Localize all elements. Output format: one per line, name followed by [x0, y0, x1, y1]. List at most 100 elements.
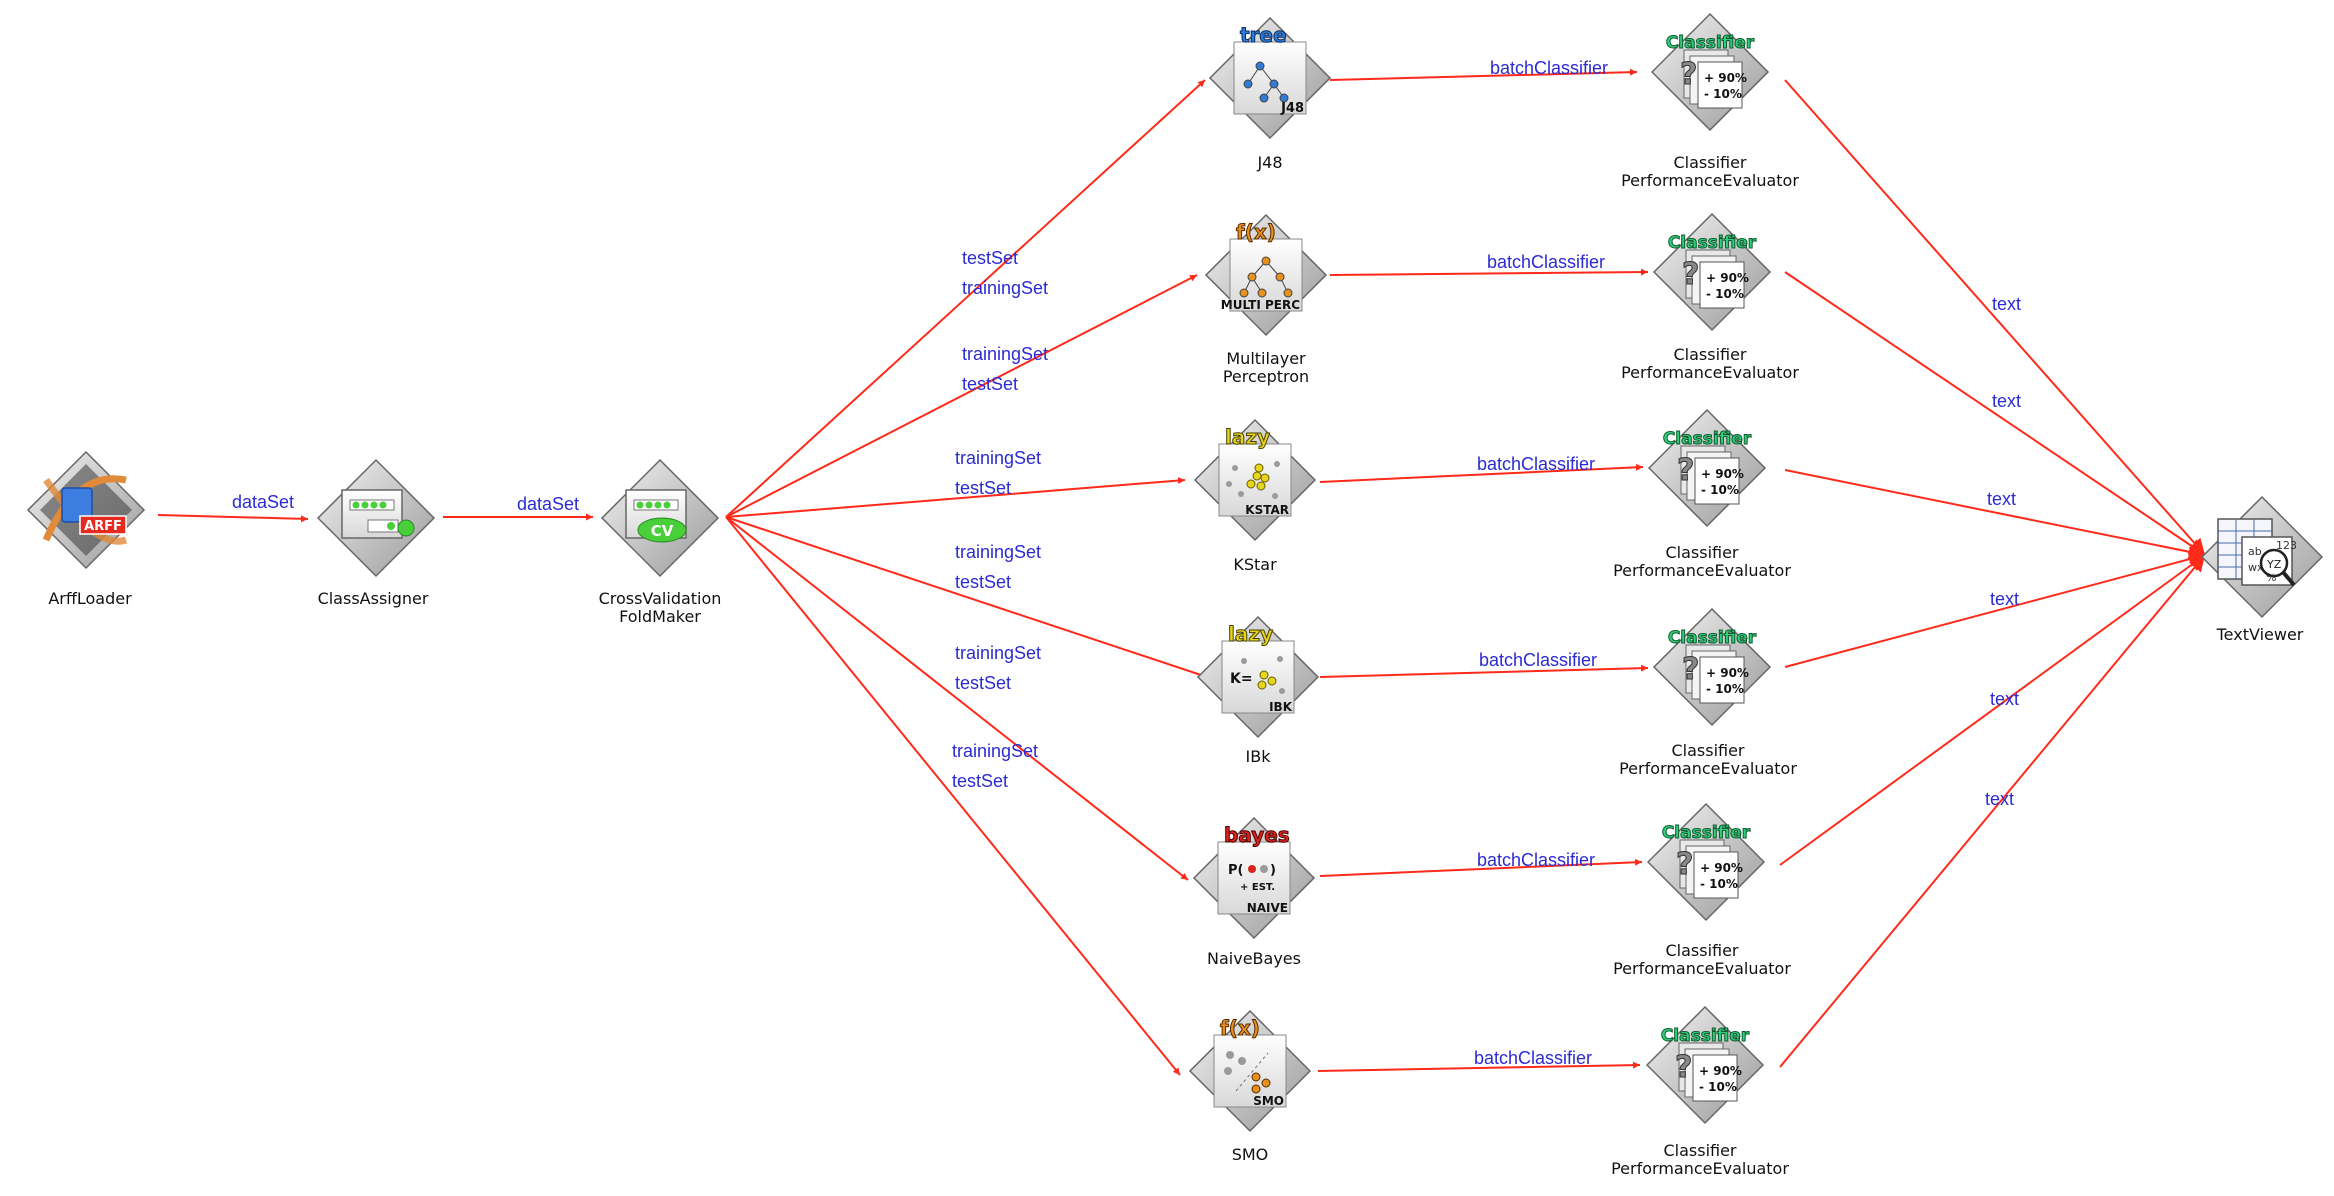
evaluator-node-2[interactable]: ? + 90% - 10% Classifier	[1652, 212, 1772, 332]
label-cv-naivebayes-second: testSet	[955, 673, 1011, 693]
cv-foldmaker-node[interactable]: CV	[600, 458, 720, 578]
mlp-badge: MULTI PERC	[1221, 298, 1300, 312]
naivebayes-label: NaiveBayes	[1104, 950, 1404, 968]
edge-text-3[interactable]	[1784, 469, 2206, 560]
evaluator-label-line2: PerformanceEvaluator	[1611, 1159, 1789, 1178]
evaluator-minus-text: - 10%	[1706, 287, 1744, 301]
evaluator-node-3[interactable]: ? + 90% - 10% Classifier	[1647, 408, 1767, 528]
classifier-node-smo[interactable]: f(x) SMO	[1188, 1009, 1312, 1133]
classifier-node-j48[interactable]: tree J48	[1208, 16, 1332, 140]
ibk-label: IBk	[1108, 748, 1408, 766]
label-text-3: text	[1987, 489, 2016, 509]
classifier-node-ibk[interactable]: K= lazy IBK	[1196, 615, 1320, 739]
label-cv-j48-first: testSet	[962, 248, 1018, 268]
label-batch-naivebayes: batchClassifier	[1477, 850, 1595, 870]
label-batch-kstar: batchClassifier	[1477, 454, 1595, 474]
evaluator-plus-text: + 90%	[1706, 666, 1749, 680]
j48-label: J48	[1120, 154, 1420, 172]
evaluator-plus-text: + 90%	[1706, 271, 1749, 285]
tag-lazy-label: lazy	[1225, 425, 1270, 449]
evaluator-label-line1: Classifier	[1671, 741, 1745, 760]
evaluator-label-line1: Classifier	[1663, 1141, 1737, 1160]
class-assigner-node[interactable]	[316, 458, 436, 578]
edge-batch-ibk[interactable]	[1319, 664, 1649, 678]
label-text-1: text	[1992, 294, 2021, 314]
evaluator-label-line1: Classifier	[1665, 941, 1739, 960]
svg-text:): )	[1270, 863, 1276, 878]
edge-cv-mlp[interactable]	[725, 274, 1198, 518]
evaluator-node-5[interactable]: ? + 90% - 10% Classifier	[1646, 802, 1766, 922]
label-batch-smo: batchClassifier	[1474, 1048, 1592, 1068]
edge-cv-j48[interactable]	[725, 79, 1206, 518]
edge-batch-j48[interactable]	[1329, 68, 1638, 81]
edge-text-4[interactable]	[1784, 551, 2206, 668]
edge-cv-ibk[interactable]	[725, 516, 1211, 680]
evaluator-plus-text: + 90%	[1704, 71, 1747, 85]
cv-foldmaker-label-line1: CrossValidation	[598, 589, 722, 608]
evaluator-label-5: Classifier PerformanceEvaluator	[1552, 942, 1852, 978]
label-cv-ibk-second: testSet	[955, 572, 1011, 592]
evaluator-node-1[interactable]: ? + 90% - 10% Classifier	[1650, 12, 1770, 132]
kstar-label: KStar	[1105, 556, 1405, 574]
svg-text:P(: P(	[1228, 863, 1243, 878]
classifier-node-naivebayes[interactable]: P( ) + EST. bayes NAIVE	[1192, 816, 1316, 940]
edge-cv-smo[interactable]	[725, 516, 1181, 1076]
j48-label-line1: J48	[1257, 153, 1283, 172]
arff-loader-node[interactable]: ARFF	[26, 450, 146, 570]
evaluator-minus-text: - 10%	[1704, 87, 1742, 101]
label-text-5: text	[1990, 689, 2019, 709]
mlp-label: Multilayer Perceptron	[1116, 350, 1416, 386]
label-cv-kstar-second: testSet	[955, 478, 1011, 498]
edge-dataset-1[interactable]	[157, 514, 309, 523]
mlp-label-line2: Perceptron	[1222, 367, 1310, 386]
edge-batch-mlp[interactable]	[1329, 268, 1649, 276]
cv-foldmaker-label-line2: FoldMaker	[619, 607, 701, 626]
tag-tree-label: tree	[1240, 23, 1287, 47]
smo-badge: SMO	[1253, 1094, 1284, 1108]
evaluator-minus-text: - 10%	[1700, 877, 1738, 891]
classifier-node-mlp[interactable]: f(x) MULTI PERC	[1204, 213, 1328, 337]
edge-cv-naivebayes[interactable]	[725, 516, 1189, 881]
label-batch-j48: batchClassifier	[1490, 58, 1608, 78]
tag-classifier-label: Classifier	[1663, 429, 1752, 449]
label-cv-smo-second: testSet	[952, 771, 1008, 791]
evaluator-label-3: Classifier PerformanceEvaluator	[1552, 544, 1852, 580]
evaluator-label-1: Classifier PerformanceEvaluator	[1560, 154, 1860, 190]
j48-badge: J48	[1280, 101, 1304, 116]
text-viewer-label: TextViewer	[2110, 626, 2334, 644]
edge-text-5[interactable]	[1779, 554, 2206, 866]
evaluator-label-line1: Classifier	[1665, 543, 1739, 562]
edge-cv-kstar[interactable]	[725, 477, 1186, 518]
label-dataset-2: dataSet	[517, 494, 579, 514]
evaluator-minus-text: - 10%	[1701, 483, 1739, 497]
edge-batch-naivebayes[interactable]	[1319, 858, 1643, 877]
edge-text-1[interactable]	[1784, 79, 2206, 556]
label-cv-kstar-first: trainingSet	[955, 448, 1041, 468]
evaluator-node-4[interactable]: ? + 90% - 10% Classifier	[1652, 607, 1772, 727]
evaluator-node-6[interactable]: ? + 90% - 10% Classifier	[1645, 1005, 1765, 1125]
evaluator-label-6: Classifier PerformanceEvaluator	[1550, 1142, 1850, 1178]
evaluator-label-line2: PerformanceEvaluator	[1619, 759, 1797, 778]
evaluator-label-line1: Classifier	[1673, 153, 1747, 172]
classifier-node-kstar[interactable]: lazy KSTAR	[1193, 418, 1317, 542]
edge-text-6[interactable]	[1779, 554, 2206, 1068]
svg-text:123: 123	[2276, 539, 2297, 552]
edge-batch-kstar[interactable]	[1319, 463, 1644, 483]
label-cv-mlp-second: testSet	[962, 374, 1018, 394]
smo-label-line1: SMO	[1231, 1145, 1269, 1164]
tag-classifier-label: Classifier	[1661, 1026, 1750, 1046]
tag-classifier-label: Classifier	[1668, 233, 1757, 253]
evaluator-plus-text: + 90%	[1699, 1064, 1742, 1078]
text-viewer-node[interactable]: ab 123 wx % YZ	[2200, 495, 2324, 619]
evaluator-minus-text: - 10%	[1706, 682, 1744, 696]
arff-badge: ARFF	[84, 519, 122, 534]
text-viewer-label-text: TextViewer	[2216, 625, 2304, 644]
class-assigner-label-text: ClassAssigner	[317, 589, 429, 608]
edge-batch-smo[interactable]	[1317, 1061, 1641, 1072]
edge-text-2[interactable]	[1784, 271, 2206, 556]
kstar-label-line1: KStar	[1233, 555, 1277, 574]
evaluator-label-2: Classifier PerformanceEvaluator	[1560, 346, 1860, 382]
label-cv-j48-second: trainingSet	[962, 278, 1048, 298]
label-text-2: text	[1992, 391, 2021, 411]
